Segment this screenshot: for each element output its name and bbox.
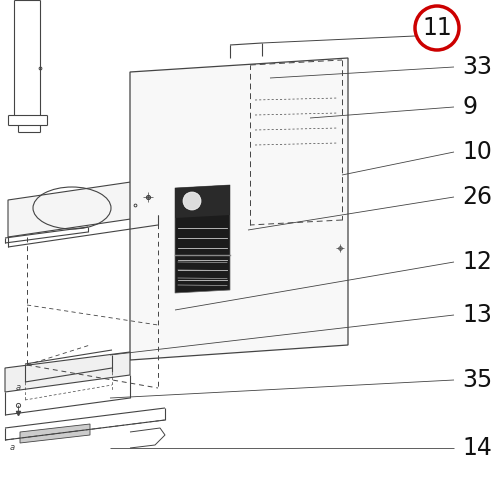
- Text: 13: 13: [462, 303, 492, 327]
- Polygon shape: [20, 424, 90, 443]
- Circle shape: [415, 6, 459, 50]
- Text: 33: 33: [462, 55, 492, 79]
- Polygon shape: [5, 352, 130, 392]
- Text: 35: 35: [462, 368, 492, 392]
- Polygon shape: [130, 58, 348, 360]
- Text: 14: 14: [462, 436, 492, 460]
- Text: 9: 9: [462, 95, 477, 119]
- Text: a: a: [16, 383, 20, 392]
- Polygon shape: [175, 185, 230, 218]
- Circle shape: [183, 192, 201, 210]
- Polygon shape: [175, 185, 230, 293]
- Text: a: a: [10, 443, 14, 452]
- Text: 11: 11: [422, 16, 452, 40]
- Text: 26: 26: [462, 185, 492, 209]
- Polygon shape: [8, 178, 158, 237]
- Text: 12: 12: [462, 250, 492, 274]
- Text: 10: 10: [462, 140, 492, 164]
